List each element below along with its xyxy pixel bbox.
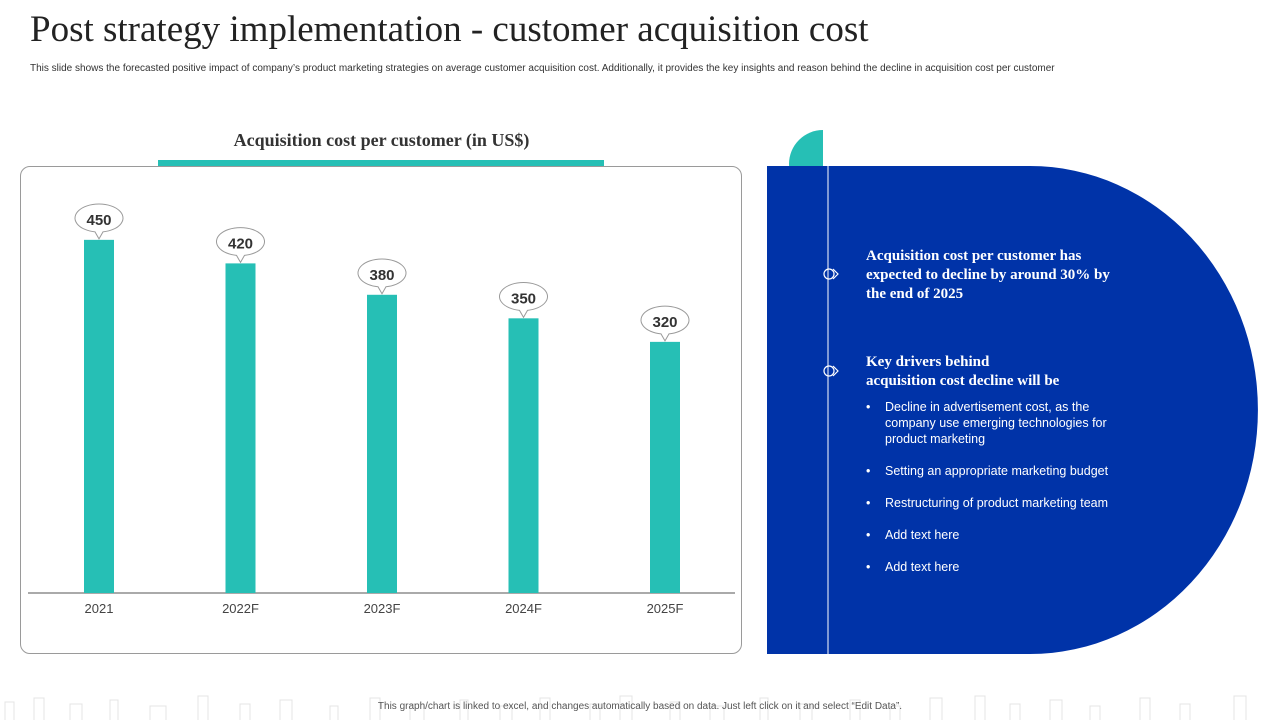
marker-icon (823, 268, 839, 280)
x-tick-label: 2021 (85, 601, 114, 616)
chart-title: Acquisition cost per customer (in US$) (233, 130, 530, 150)
bar-2024F[interactable] (508, 318, 539, 593)
insight-decline: Acquisition cost per customer has expect… (866, 248, 1110, 302)
footer-note: This graph/chart is linked to excel, and… (377, 701, 903, 712)
page-title: Post strategy implementation - customer … (30, 9, 869, 50)
x-tick-label: 2023F (364, 601, 401, 616)
data-label: 380 (369, 267, 394, 284)
x-tick-label: 2024F (505, 601, 542, 616)
key-drivers-heading: Key drivers behind acquisition cost decl… (866, 354, 1060, 389)
data-label: 350 (511, 290, 536, 307)
data-label: 320 (652, 314, 677, 331)
bar-2022F[interactable] (225, 263, 256, 593)
marker-icon (823, 365, 839, 377)
list-item: Decline in advertisement cost, as the co… (866, 399, 1166, 447)
chart-title-underline (158, 160, 604, 169)
data-label-bubble (357, 258, 407, 295)
bar-chart[interactable]: 450 2021 420 2022F 380 2023F 350 2024F 320 2025F (20, 166, 742, 654)
data-label-bubble (74, 203, 124, 240)
bar-2023F[interactable] (367, 294, 397, 593)
data-label-bubble (499, 282, 548, 319)
list-item: Setting an appropriate marketing budget (866, 463, 1166, 479)
bar-2025F[interactable] (650, 341, 680, 593)
insight-key-drivers: Key drivers behind acquisition cost decl… (866, 353, 1166, 591)
list-item: Add text here (866, 559, 1166, 575)
key-drivers-list: Decline in advertisement cost, as the co… (866, 399, 1166, 575)
data-label: 420 (228, 235, 253, 252)
data-label-bubble (216, 227, 265, 264)
x-tick-label: 2025F (647, 601, 684, 616)
data-label-bubble (640, 305, 690, 342)
list-item: Add text here (866, 527, 1166, 543)
list-item: Restructuring of product marketing team (866, 495, 1166, 511)
decorative-skyline (4, 695, 1247, 720)
bar-2021[interactable] (84, 239, 114, 593)
x-tick-label: 2022F (222, 601, 259, 616)
data-label: 450 (86, 212, 111, 229)
page-subtitle: This slide shows the forecasted positive… (30, 63, 1055, 74)
